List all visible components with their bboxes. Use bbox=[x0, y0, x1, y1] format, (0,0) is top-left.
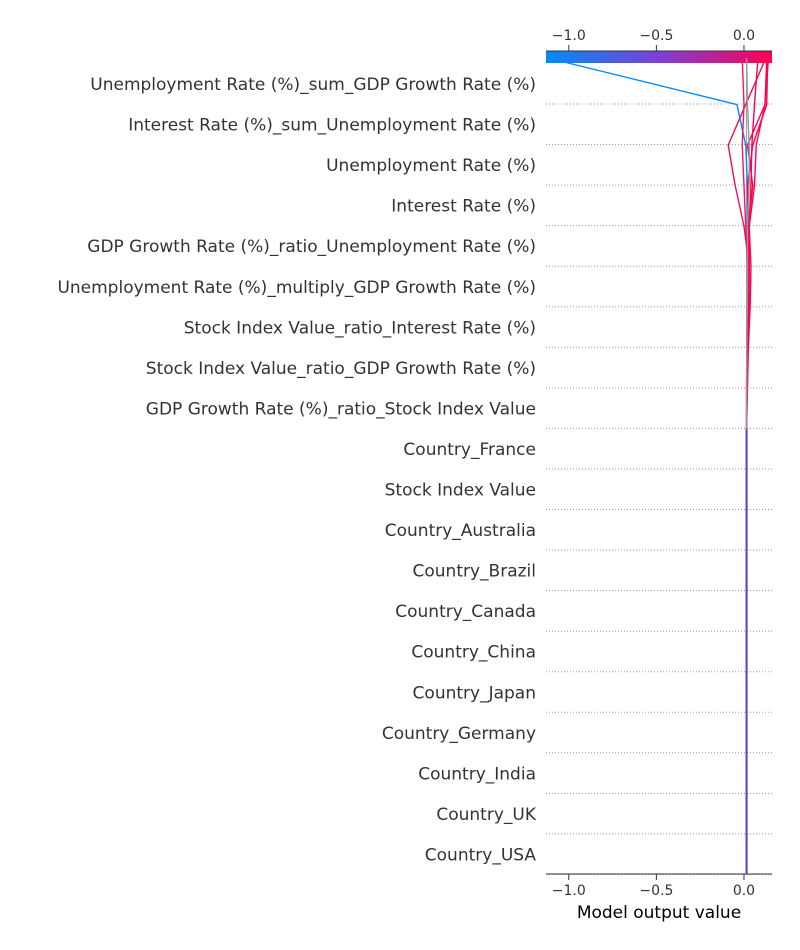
feature-label: Country_Australia bbox=[385, 521, 536, 541]
feature-label: Stock Index Value bbox=[385, 481, 536, 501]
bottom-tick-label: −1.0 bbox=[552, 883, 586, 899]
feature-labels: Unemployment Rate (%)_sum_GDP Growth Rat… bbox=[57, 75, 536, 865]
feature-label: Country_UK bbox=[436, 805, 536, 825]
top-tick-label: 0.0 bbox=[733, 28, 755, 44]
x-axes: −1.0 −1.0 −0.5 −0.5 0.0 0.0 bbox=[546, 28, 772, 899]
decision-lines bbox=[547, 57, 770, 874]
feature-label: Country_France bbox=[403, 440, 536, 460]
x-axis-title: Model output value bbox=[577, 903, 741, 923]
feature-label: Country_China bbox=[411, 643, 536, 663]
grid-lines bbox=[546, 103, 772, 875]
feature-label: Country_Japan bbox=[413, 683, 536, 703]
feature-label: Stock Index Value_ratio_GDP Growth Rate … bbox=[146, 359, 536, 379]
top-tick-label: −0.5 bbox=[639, 28, 673, 44]
feature-label: Country_Germany bbox=[382, 724, 536, 744]
bottom-tick-label: 0.0 bbox=[733, 883, 755, 899]
feature-label: Country_USA bbox=[425, 845, 537, 865]
feature-label: Country_India bbox=[418, 764, 536, 784]
top-tick-label: −1.0 bbox=[552, 28, 586, 44]
bottom-tick-label: −0.5 bbox=[639, 883, 673, 899]
feature-label: Stock Index Value_ratio_Interest Rate (%… bbox=[184, 318, 536, 338]
feature-label: Country_Canada bbox=[395, 602, 536, 622]
decision-line bbox=[547, 57, 749, 874]
feature-label: GDP Growth Rate (%)_ratio_Stock Index Va… bbox=[146, 399, 536, 419]
feature-label: Country_Brazil bbox=[413, 562, 536, 582]
feature-label: GDP Growth Rate (%)_ratio_Unemployment R… bbox=[87, 237, 536, 257]
feature-label: Interest Rate (%) bbox=[391, 197, 536, 217]
feature-label: Unemployment Rate (%) bbox=[326, 156, 536, 176]
feature-label: Unemployment Rate (%)_multiply_GDP Growt… bbox=[57, 278, 536, 298]
feature-label: Interest Rate (%)_sum_Unemployment Rate … bbox=[128, 116, 536, 136]
feature-label: Unemployment Rate (%)_sum_GDP Growth Rat… bbox=[90, 75, 536, 95]
colorbar bbox=[546, 51, 772, 63]
